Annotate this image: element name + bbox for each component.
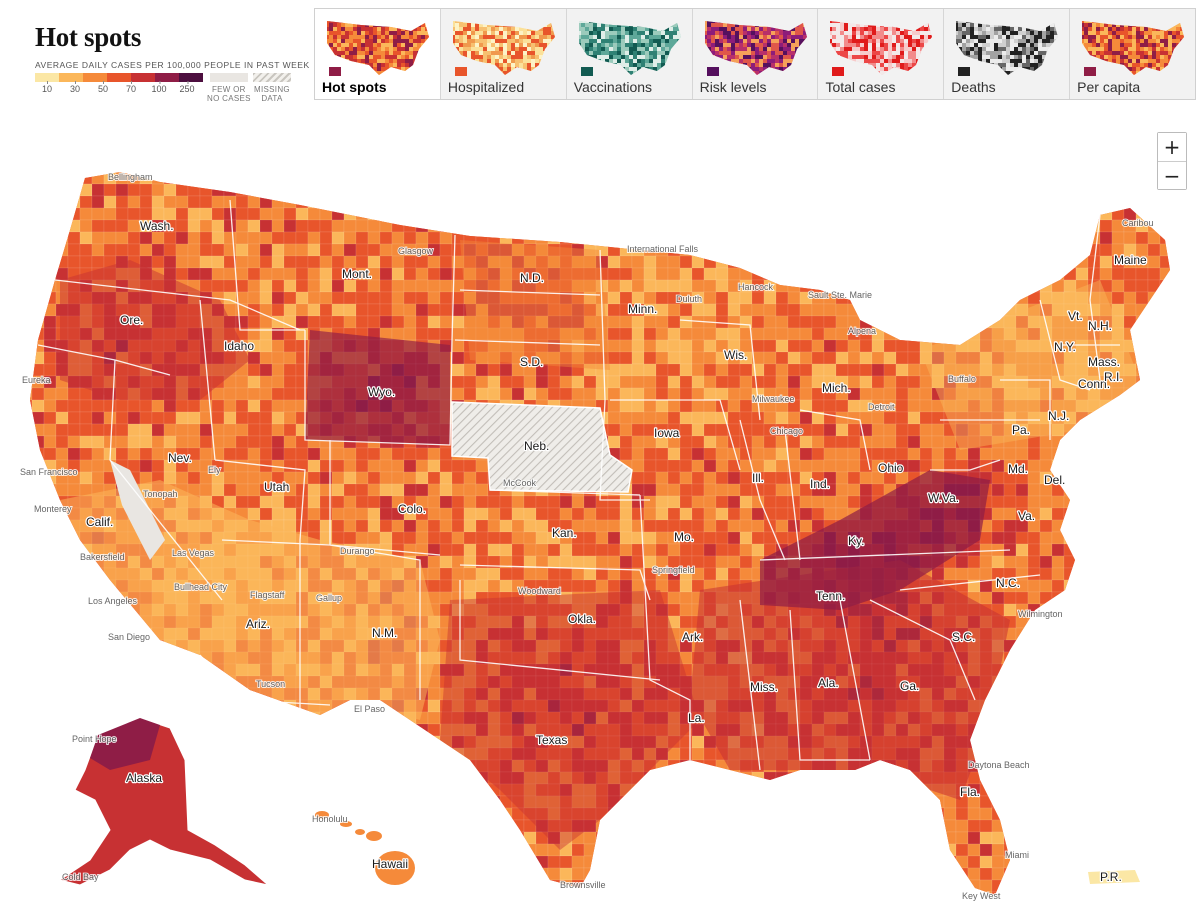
tab-thumbnail	[704, 21, 807, 76]
map-type-tabs: Hot spots Hospitalized Vaccinations Risk…	[314, 8, 1196, 100]
zoom-in-button[interactable]: +	[1158, 133, 1186, 161]
map-region-plains-region[interactable]	[460, 240, 610, 370]
legend-caption: AVERAGE DAILY CASES PER 100,000 PEOPLE I…	[35, 60, 310, 70]
legend-tick: 30	[69, 81, 81, 94]
tab-label: Risk levels	[699, 79, 767, 95]
tab-thumbnail	[1082, 21, 1185, 76]
few-cases-swatch	[209, 73, 248, 82]
zoom-out-button[interactable]: −	[1158, 161, 1186, 189]
legend-tick: 70	[125, 81, 137, 94]
tab-label: Hospitalized	[447, 79, 525, 95]
tab-thumbnail	[956, 21, 1059, 76]
page-title: Hot spots	[35, 22, 142, 52]
tab-risk-levels[interactable]: Risk levels	[693, 9, 819, 99]
tab-thumbnail	[578, 21, 681, 76]
legend-swatch	[179, 73, 203, 82]
tab-label: Deaths	[951, 79, 996, 95]
zoom-controls: + −	[1157, 132, 1187, 190]
missing-data-label: DATA	[261, 94, 283, 103]
color-legend: AVERAGE DAILY CASES PER 100,000 PEOPLE I…	[35, 60, 310, 103]
tab-thumbnail	[327, 21, 429, 76]
tab-thumbnail	[830, 21, 933, 76]
tab-label: Total cases	[825, 79, 896, 95]
tab-vaccinations[interactable]: Vaccinations	[567, 9, 693, 99]
tab-hospitalized[interactable]: Hospitalized	[441, 9, 567, 99]
map-region-texas-hotspot[interactable]	[440, 590, 700, 850]
legend-tick: 50	[97, 81, 109, 94]
tab-deaths[interactable]: Deaths	[944, 9, 1071, 99]
tab-thumbnail	[452, 21, 555, 76]
legend-swatch	[59, 73, 83, 82]
city-label-daytonabeach: Daytona Beach	[968, 760, 1030, 770]
legend-tick: 100	[151, 81, 167, 94]
few-cases-label: FEW OR	[211, 85, 246, 94]
legend-swatch	[107, 73, 131, 82]
legend-color-scale	[35, 73, 203, 82]
city-label-elpaso: El Paso	[354, 704, 385, 714]
tab-total-cases[interactable]: Total cases	[818, 9, 945, 99]
map-region-puerto-rico[interactable]	[1088, 870, 1140, 884]
legend-missing-data: MISSING DATA	[253, 73, 291, 103]
legend-tick: 10	[41, 81, 53, 94]
missing-data-label: MISSING	[254, 85, 290, 94]
few-cases-label: NO CASES	[207, 94, 251, 103]
map-region-alaska[interactable]	[58, 717, 269, 886]
missing-data-swatch	[253, 73, 291, 82]
map-region-wyoming-core[interactable]	[305, 330, 450, 445]
tab-label: Per capita	[1077, 79, 1141, 95]
tab-label: Vaccinations	[573, 79, 653, 95]
city-label-sandiego: San Diego	[108, 632, 150, 642]
tab-label: Hot spots	[322, 79, 387, 95]
tab-per-capita[interactable]: Per capita	[1070, 9, 1195, 99]
legend-ticks: 10 30 50 70 100 250	[35, 81, 205, 100]
legend-few-cases: FEW OR NO CASES	[207, 73, 251, 103]
legend-swatch	[131, 73, 155, 82]
map-region-hawaii[interactable]	[315, 811, 415, 885]
tab-hot-spots[interactable]: Hot spots	[315, 9, 441, 99]
legend-tick: 250	[179, 81, 195, 94]
